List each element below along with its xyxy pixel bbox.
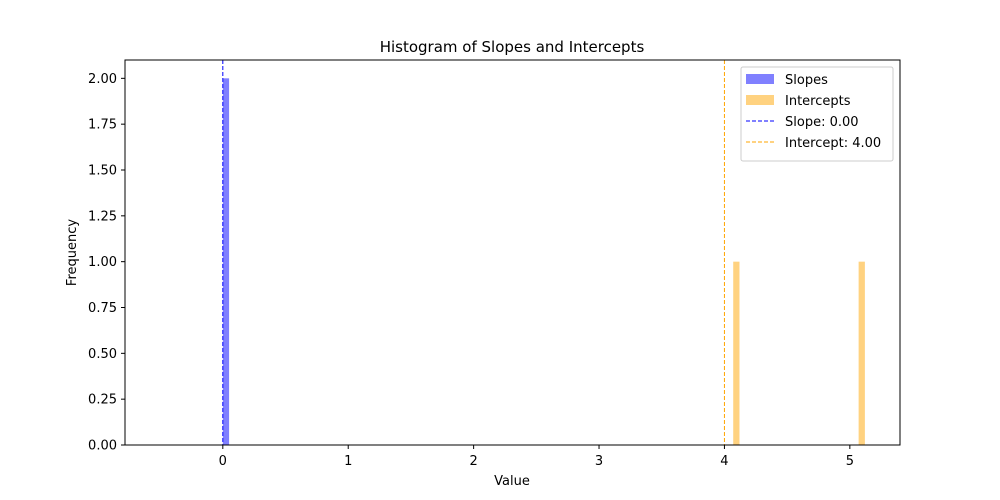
bar-intercepts-1 [858,261,865,445]
x-tick-label: 0 [219,454,227,469]
plot-frame [124,59,901,446]
y-tick-label: 0.25 [88,393,117,408]
y-tick-label: 2.00 [88,72,117,87]
y-axis-title: Frequency [65,219,80,286]
x-tick-label: 1 [344,454,352,469]
y-tick-label: 1.00 [88,255,117,270]
y-tick-label: 1.50 [88,164,117,179]
legend: Slopes Intercepts Slope: 0.00 Intercept: 4.… [740,66,894,162]
chart-title: Histogram of Slopes and Intercepts [380,38,645,56]
y-axis-ticks: 0.00 0.25 0.50 0.75 1.00 1.25 1.50 1.75 2.00 [88,72,125,454]
x-tick-label: 5 [846,454,854,469]
bar-slopes-0 [222,78,230,445]
x-tick-label: 3 [595,454,603,469]
y-tick-label: 0.50 [88,347,117,362]
y-tick-label: 1.25 [88,209,117,224]
x-tick-label: 4 [720,454,728,469]
y-tick-label: 0.75 [88,301,117,316]
bar-intercepts-0 [733,261,740,445]
legend-box [740,66,894,162]
legend-swatch-intercepts [746,95,774,105]
legend-label: Slope: 0.00 [785,115,859,130]
legend-swatch-slopes [746,74,774,84]
x-axis-title: Value [494,474,530,489]
x-axis-ticks: 0 1 2 3 4 5 [219,445,854,469]
y-tick-label: 0.00 [88,439,117,454]
legend-label: Intercepts [785,94,851,109]
legend-label: Intercept: 4.00 [785,136,881,151]
bars-layer [222,78,865,445]
x-tick-label: 2 [469,454,477,469]
reference-lines-layer [222,60,725,445]
y-tick-label: 1.75 [88,118,117,133]
legend-label: Slopes [785,73,828,88]
